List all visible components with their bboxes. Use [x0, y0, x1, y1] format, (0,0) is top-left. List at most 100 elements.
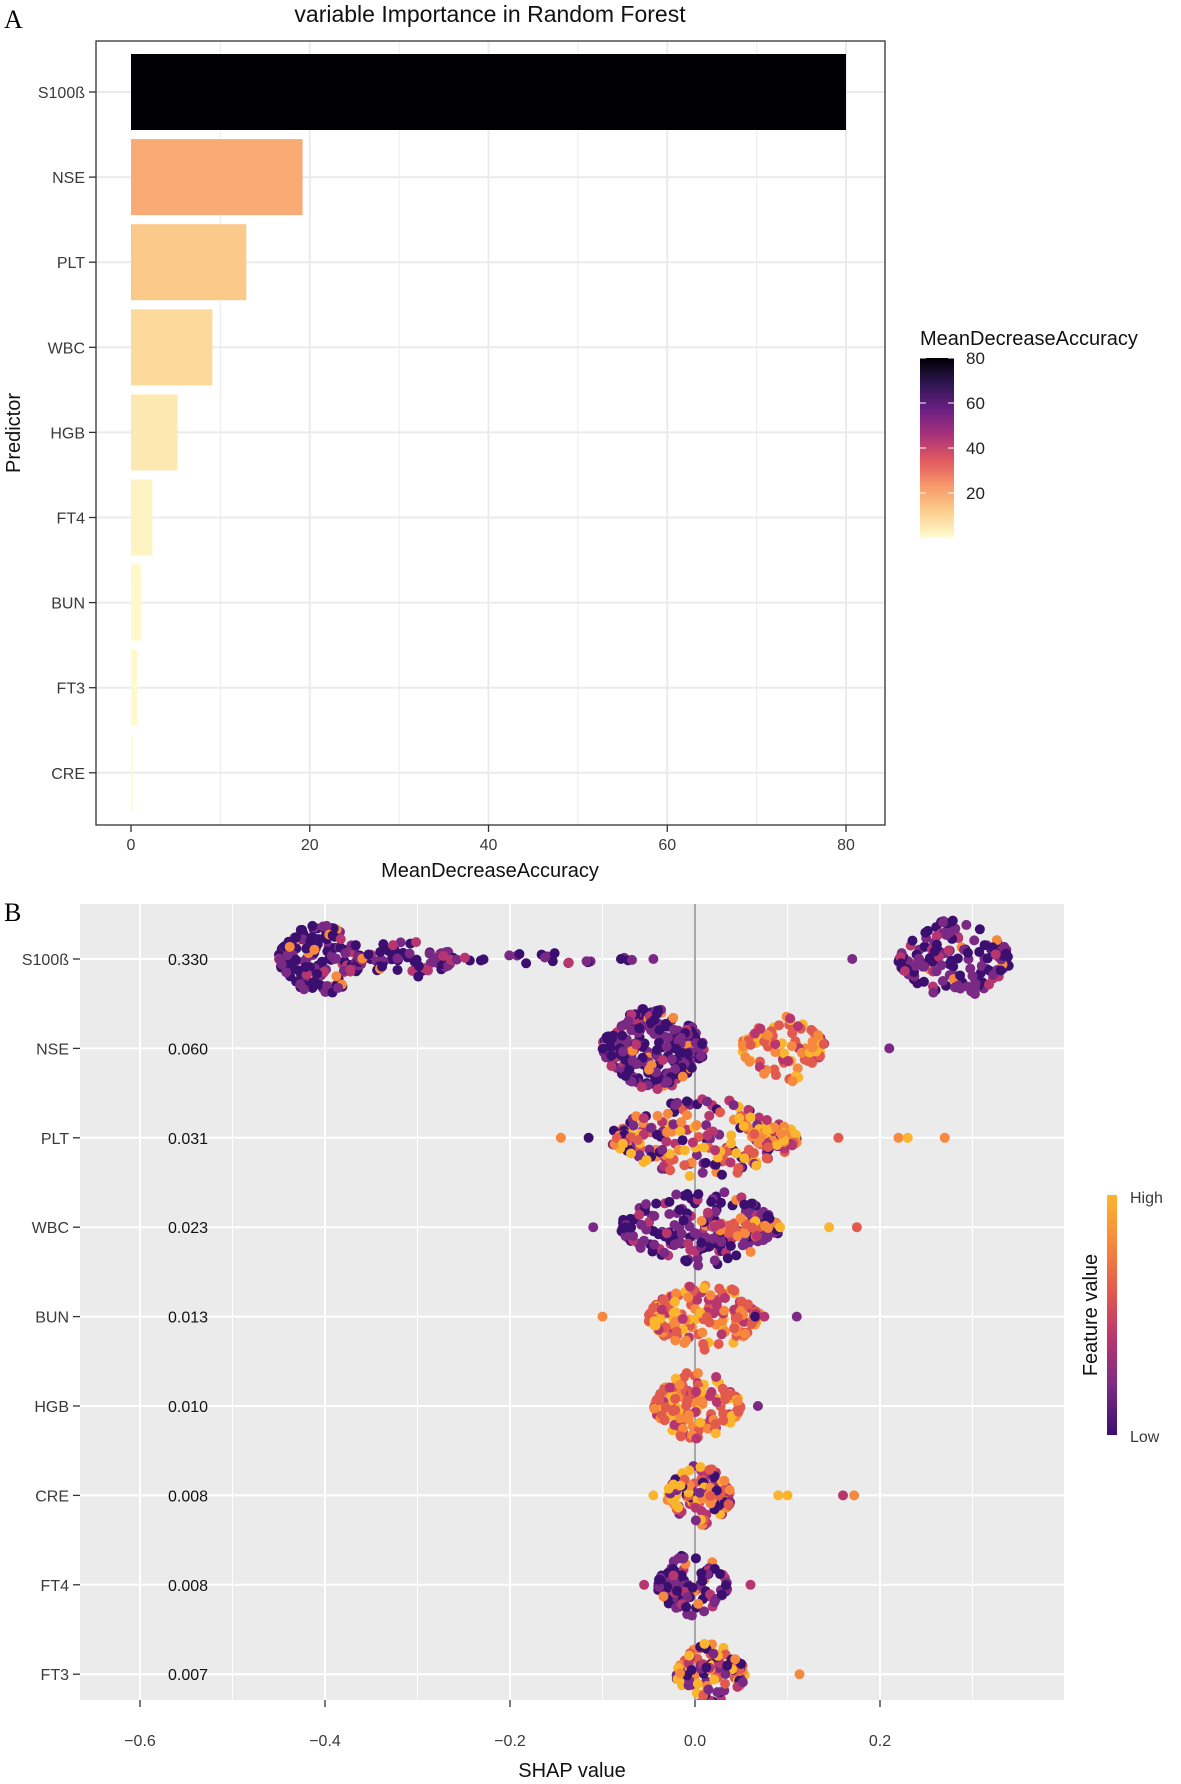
bar-NSE — [131, 139, 303, 216]
bar-BUN — [131, 564, 141, 641]
shap-point — [695, 1051, 706, 1062]
shap-point — [654, 1395, 665, 1406]
chart-a-y-tick-label: HGB — [50, 425, 85, 442]
shap-point — [669, 1296, 680, 1307]
shap-point — [681, 1368, 692, 1379]
shap-point — [699, 1638, 710, 1649]
bar-HGB — [131, 394, 178, 471]
shap-point — [598, 1043, 609, 1054]
shap-point — [683, 1238, 694, 1249]
shap-point — [745, 1579, 756, 1590]
shap-point — [995, 965, 1006, 976]
mean-abs-shap-value: 0.060 — [168, 1041, 208, 1058]
shap-point — [722, 1253, 733, 1264]
chart-a-title: variable Importance in Random Forest — [294, 1, 686, 27]
shap-point — [308, 977, 319, 988]
shap-point — [282, 950, 293, 961]
shap-point — [581, 956, 592, 967]
shap-point — [697, 1576, 708, 1587]
chart-b-y-tick-label: WBC — [32, 1220, 69, 1237]
shap-point — [649, 1239, 660, 1250]
shap-point — [715, 1107, 726, 1118]
shap-point — [659, 1415, 670, 1426]
shap-point — [649, 1316, 660, 1327]
shap-point — [350, 940, 361, 951]
chart-a-gridlines — [96, 41, 885, 825]
shap-point — [962, 947, 973, 958]
shap-point — [710, 1145, 721, 1156]
shap-point — [715, 1569, 726, 1580]
shap-point — [691, 1386, 702, 1397]
shap-point — [695, 1462, 706, 1473]
chart-a-y-tick-label: NSE — [52, 170, 85, 187]
shap-point — [679, 1145, 690, 1156]
shap-point — [710, 1418, 721, 1429]
shap-point — [638, 1113, 649, 1124]
bar-WBC — [131, 309, 213, 386]
chart-a-x-axis: 0 20 40 60 80 — [127, 825, 855, 854]
shap-point — [976, 960, 987, 971]
shap-point — [947, 915, 958, 926]
shap-point — [665, 1165, 676, 1176]
shap-point — [715, 1197, 726, 1208]
chart-b-x-tick-label: 0.0 — [684, 1733, 706, 1750]
shap-point — [751, 1160, 762, 1171]
shap-point — [668, 1570, 679, 1581]
chart-b-x-tick-label: −0.6 — [124, 1733, 156, 1750]
shap-point — [555, 1132, 566, 1143]
shap-point — [378, 939, 389, 950]
shap-point — [670, 1100, 681, 1111]
shap-point — [847, 954, 858, 964]
shap-point — [716, 1589, 727, 1600]
chart-b-y-tick-label: CRE — [35, 1488, 69, 1505]
shap-point — [675, 1126, 686, 1137]
shap-point — [704, 1464, 715, 1475]
chart-b-legend-low-label: Low — [1130, 1429, 1160, 1446]
shap-point — [331, 953, 342, 964]
bar-FT4 — [131, 479, 153, 556]
shap-point — [583, 1132, 594, 1143]
shap-point — [698, 1283, 709, 1294]
shap-point — [739, 1153, 750, 1164]
shap-point — [984, 979, 995, 990]
chart-a-x-tick-label: 20 — [301, 837, 319, 854]
shap-point — [652, 1008, 663, 1019]
chart-b-x-tick-label: 0.2 — [869, 1733, 891, 1750]
shap-point — [459, 952, 470, 963]
shap-point — [690, 1515, 701, 1526]
shap-point — [305, 936, 316, 947]
shap-point — [664, 1208, 675, 1219]
shap-point — [711, 1397, 722, 1408]
shap-point — [705, 1290, 716, 1301]
shap-point — [745, 1039, 756, 1050]
shap-point — [709, 1674, 720, 1685]
shap-point — [749, 1128, 760, 1139]
mean-abs-shap-value: 0.330 — [168, 952, 208, 969]
shap-point — [745, 1246, 756, 1257]
shap-point — [733, 1406, 744, 1417]
shap-point — [654, 1025, 665, 1036]
shap-point — [649, 1403, 660, 1414]
shap-point — [955, 970, 966, 981]
shap-point — [375, 946, 386, 957]
shap-point — [893, 1132, 904, 1143]
shap-point — [301, 943, 312, 954]
shap-point — [694, 1487, 705, 1498]
shap-point — [675, 1431, 686, 1442]
shap-point — [675, 1413, 686, 1424]
shap-point — [664, 1148, 675, 1159]
shap-point — [720, 1669, 731, 1680]
shap-point — [782, 1490, 793, 1501]
shap-point — [677, 1313, 688, 1324]
bar-FT3 — [131, 649, 138, 726]
shap-point — [689, 1227, 700, 1238]
shap-point — [662, 1076, 673, 1087]
shap-point — [718, 1415, 729, 1426]
shap-point — [395, 937, 406, 948]
shap-point — [726, 1130, 737, 1141]
shap-point — [451, 954, 462, 965]
shap-point — [295, 924, 306, 935]
shap-point — [720, 1394, 731, 1405]
chart-a-colorbar-tick-label: 60 — [966, 394, 985, 413]
shap-point — [698, 1339, 709, 1350]
